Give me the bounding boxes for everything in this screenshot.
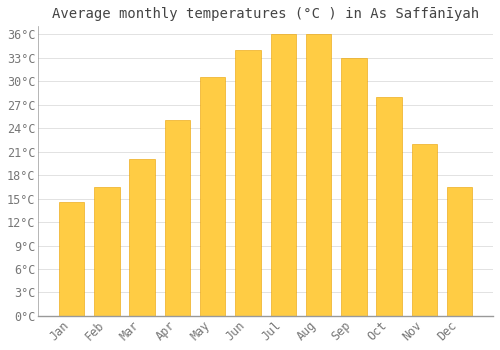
Bar (200, 77, 226, 316)
Bar (412, 144, 437, 316)
Bar (376, 97, 402, 316)
Bar (447, 187, 472, 316)
Bar (306, 34, 332, 316)
Bar (270, 34, 296, 316)
Bar (236, 50, 260, 316)
Bar (130, 159, 155, 316)
Bar (94, 187, 120, 316)
Bar (59, 202, 84, 316)
Title: Average monthly temperatures (°C ) in As Saffānīyah: Average monthly temperatures (°C ) in As… (52, 7, 479, 21)
Bar (164, 120, 190, 316)
Bar (341, 58, 366, 316)
